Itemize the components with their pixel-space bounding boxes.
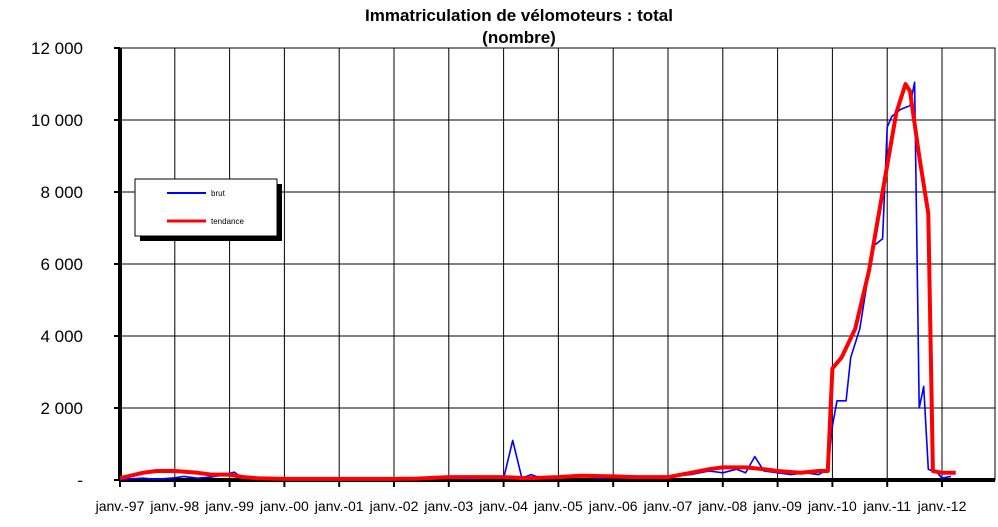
x-tick-label: janv.-01 (314, 498, 364, 514)
x-tick-label: janv.-07 (643, 498, 693, 514)
legend-label-brut: brut (211, 189, 226, 198)
legend-label-tendance: tendance (211, 217, 244, 226)
y-tick-label: 10 000 (31, 111, 83, 130)
x-tick-label: janv.-12 (917, 498, 967, 514)
x-tick-label: janv.-10 (807, 498, 857, 514)
chart-title: Immatriculation de vélomoteurs : total (365, 6, 673, 25)
x-tick-label: janv.-98 (149, 498, 199, 514)
x-tick-label: janv.-09 (752, 498, 802, 514)
x-axis-ticks: janv.-97 janv.-98 janv.-99 janv.-00 janv.-01… (95, 480, 967, 514)
y-tick-label: 12 000 (31, 39, 83, 58)
y-tick-label: 8 000 (40, 183, 83, 202)
x-tick-label: janv.-00 (259, 498, 309, 514)
x-tick-label: janv.-03 (423, 498, 473, 514)
series-line-tendance (119, 82, 956, 481)
series-lines (119, 81, 956, 481)
legend: brut tendance (134, 178, 282, 241)
x-tick-label: janv.-04 (478, 498, 528, 514)
x-tick-label: janv.-05 (533, 498, 583, 514)
y-tick-label: 6 000 (40, 255, 83, 274)
gridlines (120, 47, 995, 480)
x-tick-label: janv.-08 (697, 498, 747, 514)
chart-subtitle: (nombre) (482, 28, 556, 47)
x-tick-label: janv.-99 (204, 498, 254, 514)
x-tick-label: janv.-06 (588, 498, 638, 514)
x-tick-label: janv.-02 (369, 498, 419, 514)
y-tick-label: - (77, 471, 83, 490)
series-line-brut (119, 81, 952, 481)
legend-box (134, 178, 278, 237)
y-tick-label: 2 000 (40, 399, 83, 418)
x-tick-label: janv.-11 (862, 498, 911, 514)
y-tick-label: 4 000 (40, 327, 83, 346)
x-tick-label: janv.-97 (95, 498, 145, 514)
y-axis-ticks: - 2 000 4 000 6 000 8 000 10 000 12 000 (31, 39, 120, 490)
